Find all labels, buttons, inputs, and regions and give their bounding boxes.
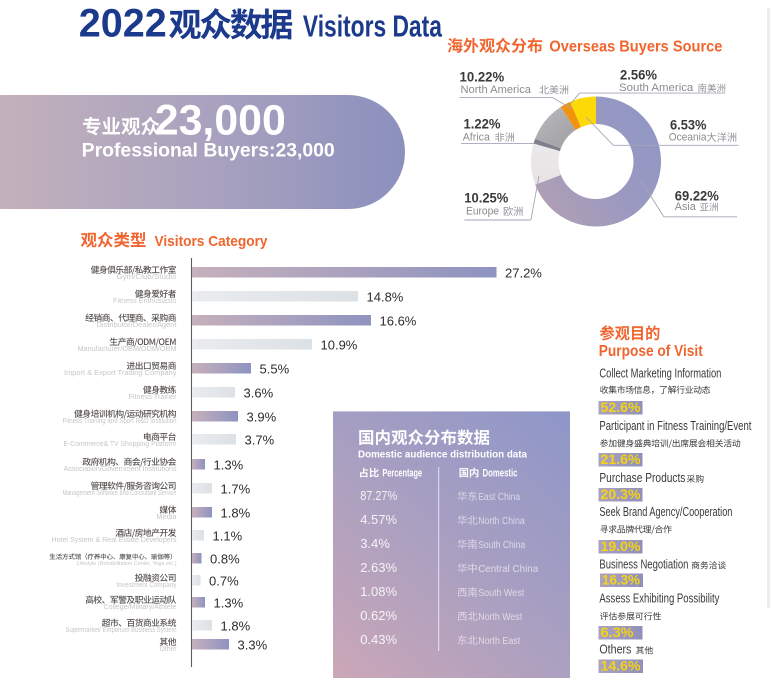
svg-text:2022: 2022 <box>79 2 167 46</box>
svg-text:Gym/Club/Studio: Gym/Club/Studio <box>117 274 177 281</box>
svg-text:10.9%: 10.9% <box>321 338 358 353</box>
svg-text:1.3%: 1.3% <box>214 596 244 611</box>
svg-text:4.57%: 4.57% <box>360 512 397 527</box>
svg-text:2.56%: 2.56% <box>620 67 658 83</box>
svg-text:23,000: 23,000 <box>155 97 286 145</box>
svg-text:Management Software and Consul: Management Software and Consultant Servi… <box>63 490 177 497</box>
svg-text:Domestic: Domestic <box>483 468 518 480</box>
svg-text:Visitors Category: Visitors Category <box>155 233 269 250</box>
svg-text:0.62%: 0.62% <box>360 608 397 623</box>
svg-text:Business Negotiation: Business Negotiation <box>599 558 688 572</box>
svg-text:Oceania: Oceania <box>669 132 707 144</box>
svg-text:Europe: Europe <box>466 206 499 218</box>
svg-text:College/Military/Athlete: College/Military/Athlete <box>104 604 177 611</box>
svg-text:Overseas Buyers Source: Overseas Buyers Source <box>549 39 722 56</box>
svg-text:Others: Others <box>599 643 631 657</box>
svg-text:Association/Government Institu: Association/Government Institutions <box>64 466 177 473</box>
svg-text:North China: North China <box>478 516 525 527</box>
svg-text:E-Commerce& TV Shopping Platfo: E-Commerce& TV Shopping Platform <box>64 441 177 448</box>
svg-text:Import & Export Trading Compan: Import & Export Trading Company <box>64 370 177 377</box>
svg-text:East China: East China <box>478 492 520 503</box>
svg-text:20.3%: 20.3% <box>601 487 641 502</box>
svg-text:1.8%: 1.8% <box>221 506 251 521</box>
svg-text:3.9%: 3.9% <box>247 410 277 425</box>
svg-text:Hotel System & Real Estate Dev: Hotel System & Real Estate Developers <box>52 537 177 544</box>
svg-text:1.8%: 1.8% <box>221 619 251 634</box>
svg-text:87.27%: 87.27% <box>360 488 397 503</box>
svg-text:21.6%: 21.6% <box>601 452 641 467</box>
svg-text:North America: North America <box>461 84 532 96</box>
svg-text:0.43%: 0.43% <box>360 632 397 647</box>
svg-text:1.08%: 1.08% <box>360 584 397 599</box>
svg-text:5.5%: 5.5% <box>260 362 290 377</box>
svg-text:Purpose of Visit: Purpose of Visit <box>599 343 704 360</box>
svg-text:2.63%: 2.63% <box>360 560 397 575</box>
svg-text:6.53%: 6.53% <box>670 117 707 133</box>
svg-text:6.3%: 6.3% <box>601 625 634 640</box>
svg-text:0.7%: 0.7% <box>209 574 239 589</box>
svg-text:1.1%: 1.1% <box>213 529 243 544</box>
svg-text:Visitors Data: Visitors Data <box>303 9 443 44</box>
svg-text:Assess Exhibiting Possibility: Assess Exhibiting Possibility <box>599 592 720 606</box>
svg-text:Seek Brand Agency/Cooperation: Seek Brand Agency/Cooperation <box>599 505 732 519</box>
svg-text:14.8%: 14.8% <box>367 290 404 305</box>
svg-text:Fitness Trainer: Fitness Trainer <box>129 394 178 401</box>
svg-text:Media: Media <box>157 514 177 521</box>
svg-text:1.22%: 1.22% <box>464 116 502 132</box>
svg-text:Manufacturer/OEM/ODM/OBM: Manufacturer/OEM/ODM/OBM <box>78 346 177 353</box>
svg-text:Asia: Asia <box>675 201 697 213</box>
svg-text:69.22%: 69.22% <box>675 188 720 204</box>
svg-text:3.6%: 3.6% <box>244 386 274 401</box>
svg-text:North West: North West <box>478 612 522 623</box>
svg-text:Collect Marketing Information: Collect Marketing Information <box>599 367 721 381</box>
svg-text:Distributor/Dealer/Agent: Distributor/Dealer/Agent <box>97 322 177 329</box>
svg-text:Domestic audience distribution: Domestic audience distribution data <box>358 449 527 461</box>
svg-text:14.6%: 14.6% <box>601 659 641 674</box>
svg-text:1.7%: 1.7% <box>221 482 251 497</box>
svg-text:3.3%: 3.3% <box>238 638 268 653</box>
svg-text:South America: South America <box>619 82 694 94</box>
svg-text:10.25%: 10.25% <box>464 190 509 206</box>
svg-text:0.8%: 0.8% <box>210 552 240 567</box>
svg-text:Percentage: Percentage <box>382 468 422 480</box>
svg-text:16.6%: 16.6% <box>380 314 417 329</box>
svg-text:North East: North East <box>478 636 520 647</box>
svg-text:10.22%: 10.22% <box>460 69 505 85</box>
svg-text:3.7%: 3.7% <box>245 433 275 448</box>
svg-text:Lifestyle (Rehabilitation Cent: Lifestyle (Rehabilitation Center, Yoga e… <box>77 561 177 567</box>
svg-text:Purchase Products: Purchase Products <box>599 471 685 485</box>
svg-text:Professional Buyers:23,000: Professional Buyers:23,000 <box>82 141 335 162</box>
svg-text:1.3%: 1.3% <box>214 458 244 473</box>
svg-text:52.6%: 52.6% <box>601 400 641 415</box>
svg-text:19.0%: 19.0% <box>601 539 641 554</box>
svg-text:Other: Other <box>160 646 178 653</box>
svg-text:3.4%: 3.4% <box>360 536 390 551</box>
svg-text:Participant in Fitness Trainin: Participant in Fitness Training/Event <box>599 419 751 433</box>
svg-text:Africa: Africa <box>463 132 491 144</box>
svg-text:Central China: Central China <box>478 564 538 575</box>
svg-text:16.3%: 16.3% <box>602 573 640 588</box>
svg-text:27.2%: 27.2% <box>505 266 542 281</box>
svg-text:Fitness Training and Sport R&D: Fitness Training and Sport R&D Instituti… <box>63 418 177 425</box>
svg-text:South West: South West <box>478 588 524 599</box>
svg-text:Fitness Enthusiasts: Fitness Enthusiasts <box>113 298 177 305</box>
svg-text:Supermarket/ Emporium Business: Supermarket/ Emporium Business System <box>66 627 177 634</box>
svg-text:Investment Company: Investment Company <box>117 582 177 589</box>
svg-text:South China: South China <box>478 540 525 551</box>
